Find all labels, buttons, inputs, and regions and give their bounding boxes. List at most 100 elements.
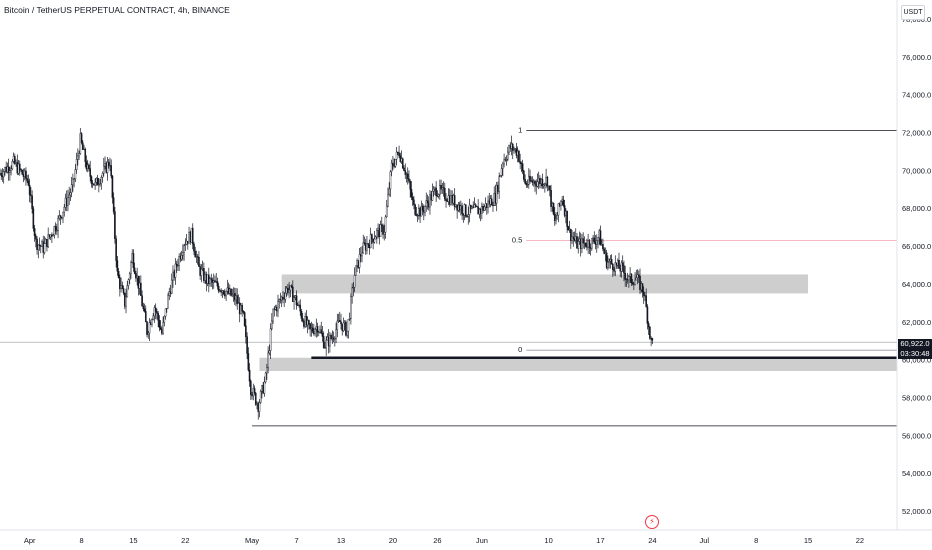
candle-body	[395, 151, 398, 160]
candle-body	[225, 291, 227, 297]
candle-body	[338, 320, 341, 322]
candle-body	[164, 308, 167, 317]
candle-body	[588, 240, 591, 248]
candle-body	[629, 273, 631, 277]
currency-badge[interactable]: USDT	[901, 5, 925, 20]
candle-body	[183, 245, 185, 253]
candle-body	[329, 334, 331, 347]
candle-body	[557, 203, 560, 216]
price-axis[interactable]: 52,000.0 54,000.0 56,000.0 58,000.0 60,000.0…	[896, 0, 931, 530]
candle-body	[405, 173, 408, 175]
candle-body	[315, 326, 318, 330]
candle-body	[153, 307, 156, 317]
candle-body	[79, 133, 82, 154]
candle-body	[560, 201, 562, 206]
candle-body	[284, 292, 287, 300]
candle-body	[469, 204, 472, 209]
candle-body	[478, 208, 481, 215]
candle-body	[435, 187, 437, 196]
candle-body	[133, 267, 136, 274]
candle-body	[227, 287, 230, 294]
candle-body	[624, 272, 626, 280]
candle-body	[53, 226, 56, 236]
candle-body	[347, 318, 350, 332]
candle-body	[73, 178, 75, 180]
candle-body	[572, 236, 575, 239]
candle-body	[619, 268, 622, 272]
candle-body	[11, 161, 14, 169]
candle-body	[57, 218, 59, 231]
chart-title: Bitcoin / TetherUS PERPETUAL CONTRACT, 4…	[4, 5, 230, 15]
time-tick-label: 15	[129, 536, 137, 545]
candle-body	[194, 250, 197, 258]
candle-body	[605, 252, 608, 268]
price-tick-label: 72,000.0	[902, 129, 931, 138]
candle-body	[356, 260, 358, 266]
candle-body	[132, 253, 135, 269]
candle-body	[148, 322, 151, 334]
candle-body	[282, 296, 284, 299]
candle-body	[169, 291, 172, 294]
candle-body	[93, 183, 95, 186]
candle-body	[141, 295, 143, 307]
zones-layer	[259, 274, 898, 371]
candle-body	[211, 279, 214, 283]
candle-body	[534, 180, 536, 185]
candle-body	[403, 167, 405, 171]
candle-body	[448, 195, 451, 205]
candle-body	[463, 204, 466, 216]
time-tick-label: Jun	[476, 536, 488, 545]
candle-body	[633, 283, 635, 285]
candle-body	[259, 391, 262, 403]
candle-body	[157, 312, 159, 321]
candle-body	[567, 226, 570, 231]
lightning-icon[interactable]: ⚡	[645, 515, 659, 529]
candle-body	[576, 236, 578, 249]
candle-body	[392, 162, 394, 167]
candle-body	[16, 162, 19, 174]
candle-body	[346, 330, 348, 336]
candle-body	[600, 244, 603, 246]
candle-body	[114, 211, 116, 239]
candle-body	[209, 278, 211, 285]
candle-body	[278, 299, 281, 302]
candle-body	[455, 204, 457, 207]
candle-body	[319, 329, 321, 333]
candle-body	[589, 247, 592, 249]
candle-body	[532, 180, 535, 183]
candles-layer	[0, 127, 654, 420]
candle-body	[341, 323, 344, 331]
candle-body	[415, 214, 418, 216]
time-axis[interactable]: Apr 8 15 22 May 7 13 20 26 Jun 10 17 24 Jul 8 15 22	[0, 529, 932, 545]
candle-body	[198, 256, 200, 267]
candle-body	[51, 234, 53, 237]
candle-body	[425, 200, 428, 207]
candle-body	[77, 155, 79, 160]
candle-body	[41, 241, 43, 247]
candle-body	[283, 298, 285, 300]
candle-body	[95, 177, 98, 183]
candle-body	[628, 276, 630, 281]
candle-body	[399, 155, 402, 162]
candle-body	[372, 238, 374, 243]
candle-body	[591, 238, 593, 249]
candle-body	[650, 338, 652, 340]
candle-body	[44, 238, 47, 244]
candle-body	[280, 296, 283, 301]
candle-body	[88, 164, 90, 169]
candle-body	[46, 238, 48, 248]
candle-body	[301, 318, 304, 322]
candle-body	[102, 165, 105, 174]
candle-body	[324, 347, 326, 349]
candle-body	[367, 243, 369, 245]
candle-body	[515, 148, 518, 156]
candle-body	[54, 226, 57, 232]
candle-body	[330, 334, 332, 339]
candle-body	[409, 180, 411, 190]
candle-body	[613, 269, 615, 272]
candle-body	[26, 178, 28, 181]
candle-body	[254, 392, 257, 405]
candle-body	[208, 274, 210, 285]
zone-rect	[281, 274, 809, 294]
